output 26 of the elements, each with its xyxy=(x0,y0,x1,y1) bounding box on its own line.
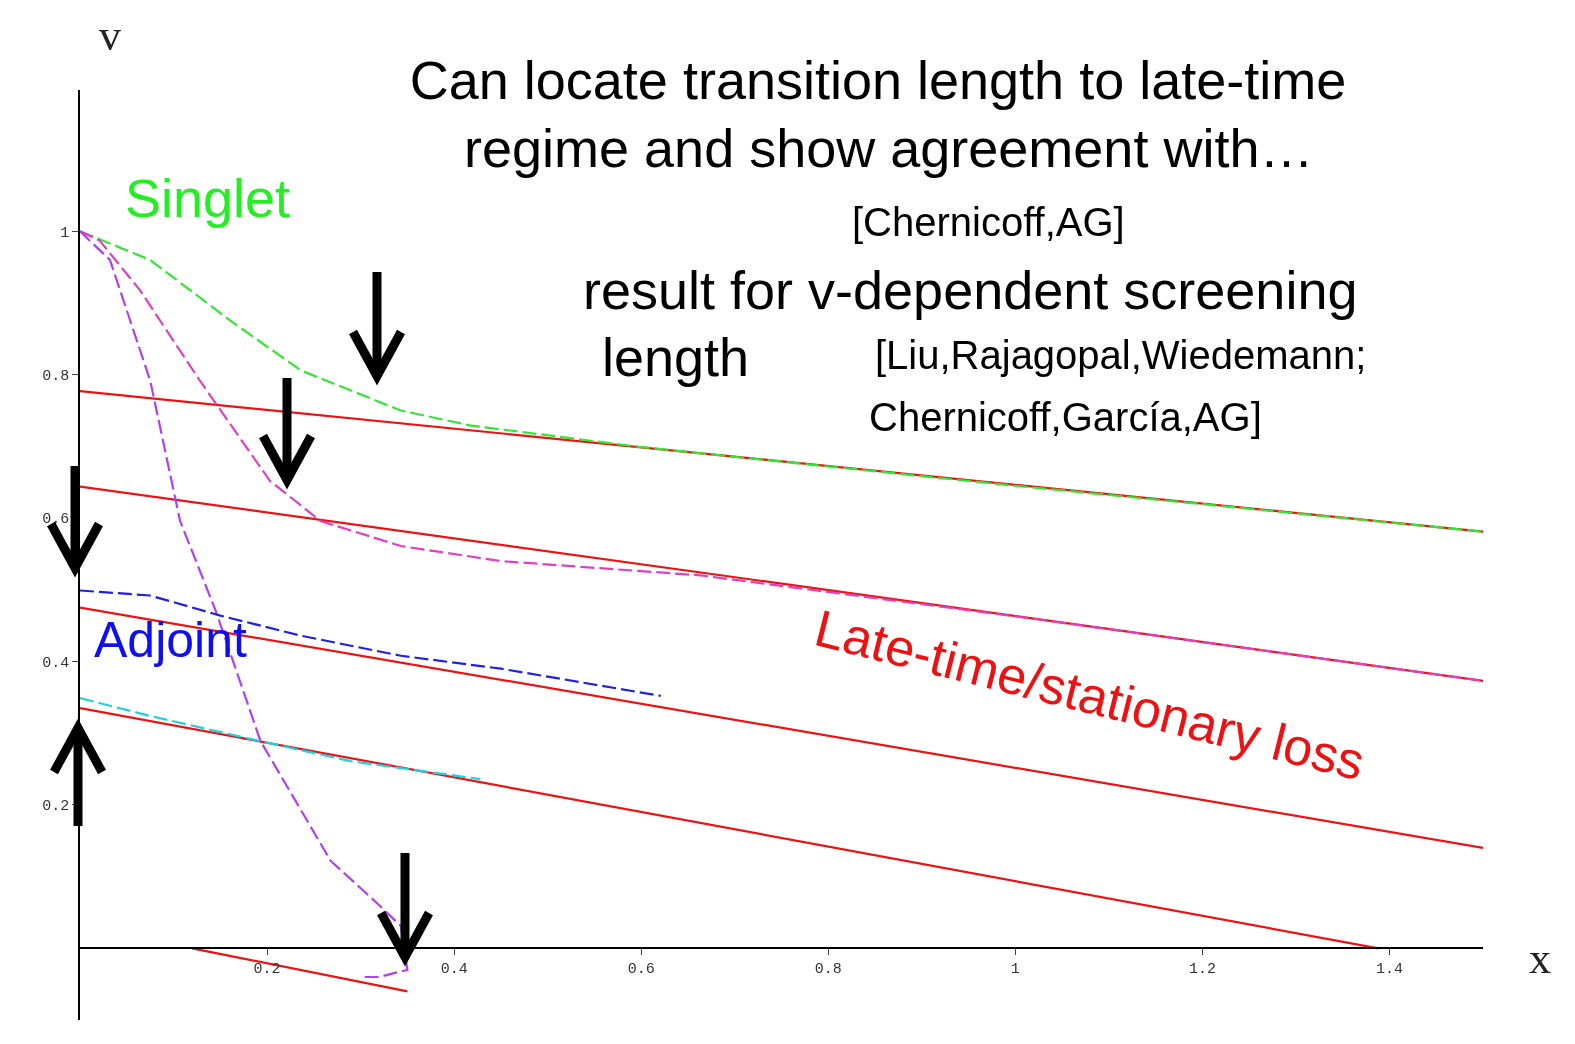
annotation: result for v-dependent screening xyxy=(583,260,1358,320)
y-axis-title: v xyxy=(99,11,121,60)
annotation: [Liu,Rajagopal,Wiedemann; xyxy=(875,333,1367,377)
line-series xyxy=(80,230,409,979)
y-tick-label: 1 xyxy=(60,224,70,242)
chart-title: Can locate transition length to late-time xyxy=(409,49,1347,110)
x-tick-label: 1.4 xyxy=(1375,961,1403,979)
annotation: length xyxy=(602,327,750,387)
y-tick-label: 0.6 xyxy=(42,511,70,529)
line-series xyxy=(80,589,662,697)
text: regime and show agreement with… xyxy=(464,118,1314,178)
line-series xyxy=(80,696,482,781)
y-tick-label: 0.2 xyxy=(42,798,70,816)
annotation: Adjoint xyxy=(94,612,247,668)
annotation: [Chernicoff,AG] xyxy=(852,200,1125,244)
x-tick-label: 0.6 xyxy=(627,961,655,979)
y-tick-label: 0.4 xyxy=(42,654,70,672)
x-axis-title: x xyxy=(1529,934,1551,983)
x-tick-label: 0.2 xyxy=(253,961,281,979)
y-tick-label: 0.8 xyxy=(42,367,70,385)
x-tick-label: 0.8 xyxy=(814,961,842,979)
x-tick-label: 1 xyxy=(1010,961,1020,979)
annotation: Singlet xyxy=(125,168,291,228)
x-tick-label: 0.4 xyxy=(440,961,468,979)
x-tick-label: 1.2 xyxy=(1188,961,1216,979)
annotation: Chernicoff,García,AG] xyxy=(869,395,1262,439)
